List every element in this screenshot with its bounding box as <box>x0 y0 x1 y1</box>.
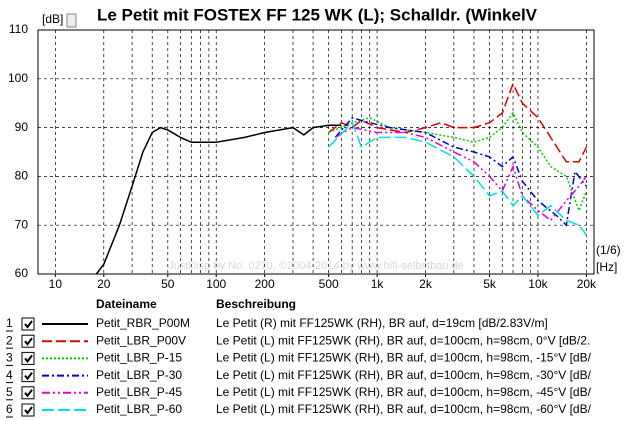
row-number: 1 <box>6 316 13 330</box>
x-tick-label: 20 <box>97 277 111 291</box>
row-number: 3 <box>6 351 13 365</box>
checkmark <box>24 337 33 346</box>
y-unit: [dB] <box>42 12 63 26</box>
x-tick-label: 500 <box>319 277 339 291</box>
checkmark <box>24 372 33 381</box>
series-line <box>95 124 342 274</box>
y-tick-label: 80 <box>15 169 29 183</box>
checkmark <box>24 406 33 415</box>
legend-name: Petit_LBR_P-60 <box>96 402 182 416</box>
row-number: 5 <box>6 385 13 399</box>
smoothing: (1/6) <box>596 243 621 257</box>
chart-title: Le Petit mit FOSTEX FF 125 WK (L); Schal… <box>97 5 538 24</box>
legend-desc: Le Petit (L) mit FF125WK (RH), BR auf, d… <box>216 368 592 382</box>
y-tick-label: 70 <box>15 217 29 231</box>
y-tick-label: 100 <box>8 71 28 85</box>
checkmark <box>24 389 33 398</box>
legend-name: Petit_LBR_P-15 <box>96 351 182 365</box>
series-line <box>334 116 587 227</box>
checkbox[interactable] <box>21 351 35 365</box>
x-tick-label: 100 <box>206 277 226 291</box>
legend-name: Petit_LBR_P-45 <box>96 385 182 399</box>
x-tick-label: 5k <box>483 277 497 291</box>
legend-name: Petit_LBR_P-30 <box>96 368 182 382</box>
watermark: JustDisp by No. 0270, ©2004-2014 by www.… <box>168 260 464 272</box>
legend-header: Dateiname <box>96 297 157 311</box>
legend-desc: Le Petit (L) mit FF125WK (RH), BR auf, d… <box>216 351 592 365</box>
x-unit: [Hz] <box>596 260 617 274</box>
x-tick-label: 1k <box>371 277 385 291</box>
row-number: 4 <box>6 368 13 382</box>
checkmark <box>24 320 33 329</box>
legend-desc: Le Petit (L) mit FF125WK (RH), BR auf, d… <box>216 333 590 347</box>
legend-desc: Le Petit (L) mit FF125WK (RH), BR auf, d… <box>216 402 592 416</box>
series-line <box>328 121 587 236</box>
checkbox[interactable] <box>21 369 35 383</box>
legend-name: Petit_LBR_P00V <box>96 333 186 347</box>
plot-area <box>37 29 595 275</box>
legend-name: Petit_RBR_P00M <box>96 316 190 330</box>
row-number: 2 <box>6 333 13 347</box>
y-tick-label: 90 <box>15 120 29 134</box>
row-number: 6 <box>6 402 13 416</box>
x-tick-label: 50 <box>161 277 175 291</box>
series-line <box>334 126 587 222</box>
checkmark <box>24 354 33 364</box>
y-tick-label: 110 <box>9 22 28 36</box>
checkbox[interactable] <box>21 317 35 331</box>
checkbox[interactable] <box>21 334 35 348</box>
spin-button[interactable] <box>66 13 77 28</box>
legend-desc: Le Petit (R) mit FF125WK (RH), BR auf, d… <box>216 316 548 330</box>
x-tick-label: 10 <box>49 277 63 291</box>
x-tick-label: 200 <box>255 277 275 291</box>
x-tick-label: 10k <box>528 277 548 291</box>
y-tick-label: 60 <box>15 266 29 280</box>
series-line <box>328 111 588 213</box>
checkbox[interactable] <box>21 403 35 417</box>
series-line <box>328 81 588 163</box>
checkbox[interactable] <box>21 386 35 400</box>
legend-desc: Le Petit (L) mit FF125WK (RH), BR auf, d… <box>216 385 592 399</box>
x-tick-label: 20k <box>577 277 597 291</box>
x-tick-label: 2k <box>419 277 433 291</box>
legend-header: Beschreibung <box>216 297 296 311</box>
